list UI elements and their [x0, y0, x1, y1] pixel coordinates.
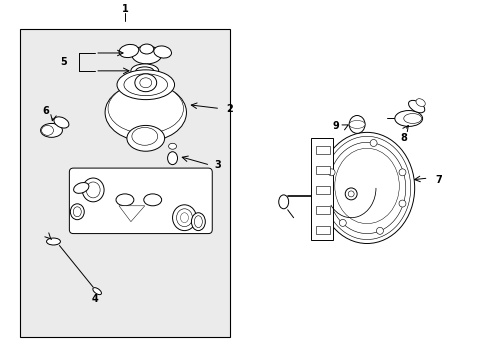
Ellipse shape	[319, 132, 414, 243]
Bar	[316, 226, 330, 234]
Ellipse shape	[323, 136, 410, 239]
Ellipse shape	[415, 99, 425, 107]
Ellipse shape	[347, 191, 353, 197]
Ellipse shape	[86, 182, 100, 198]
Ellipse shape	[407, 100, 424, 113]
Ellipse shape	[132, 127, 157, 145]
Ellipse shape	[54, 117, 69, 128]
Ellipse shape	[46, 238, 61, 245]
Ellipse shape	[140, 44, 153, 54]
Ellipse shape	[93, 288, 101, 294]
Ellipse shape	[123, 74, 167, 96]
Text: 6: 6	[42, 105, 49, 116]
Ellipse shape	[73, 207, 81, 217]
Ellipse shape	[176, 209, 192, 227]
Bar	[316, 186, 330, 194]
Ellipse shape	[143, 194, 162, 206]
Ellipse shape	[136, 67, 153, 75]
Text: 8: 8	[400, 133, 407, 143]
Ellipse shape	[194, 216, 202, 228]
Text: 3: 3	[214, 160, 221, 170]
Ellipse shape	[117, 70, 174, 100]
Bar	[316, 146, 330, 154]
Ellipse shape	[394, 111, 422, 126]
Text: 7: 7	[434, 175, 441, 185]
Bar	[20, 29, 230, 337]
Circle shape	[398, 200, 405, 207]
Circle shape	[376, 228, 383, 234]
Text: 5: 5	[60, 57, 67, 67]
Ellipse shape	[132, 46, 162, 64]
Ellipse shape	[327, 142, 405, 234]
Polygon shape	[119, 206, 144, 222]
Ellipse shape	[168, 143, 176, 149]
Bar	[311, 138, 333, 239]
Ellipse shape	[105, 84, 186, 141]
Ellipse shape	[140, 78, 151, 88]
Ellipse shape	[131, 64, 158, 78]
FancyBboxPatch shape	[69, 168, 212, 234]
Ellipse shape	[278, 195, 288, 209]
Ellipse shape	[116, 194, 134, 206]
Ellipse shape	[108, 84, 183, 133]
Circle shape	[398, 169, 405, 176]
Ellipse shape	[119, 44, 139, 58]
Ellipse shape	[334, 148, 399, 224]
Ellipse shape	[41, 125, 53, 135]
Ellipse shape	[348, 121, 365, 129]
Ellipse shape	[41, 123, 62, 137]
Ellipse shape	[153, 46, 171, 58]
Ellipse shape	[180, 213, 188, 223]
Text: 9: 9	[332, 121, 339, 131]
Ellipse shape	[135, 74, 156, 92]
Ellipse shape	[172, 205, 196, 231]
Ellipse shape	[82, 178, 104, 202]
Ellipse shape	[345, 188, 356, 200]
Text: 2: 2	[226, 104, 233, 113]
Bar	[316, 166, 330, 174]
Ellipse shape	[348, 116, 365, 133]
Ellipse shape	[403, 113, 421, 123]
Circle shape	[327, 169, 334, 176]
Ellipse shape	[70, 204, 84, 220]
Text: 1: 1	[122, 4, 128, 14]
Bar	[316, 206, 330, 214]
Ellipse shape	[74, 183, 89, 193]
Circle shape	[369, 140, 376, 147]
Ellipse shape	[191, 213, 205, 231]
Ellipse shape	[167, 152, 177, 165]
Text: 4: 4	[92, 294, 99, 304]
Ellipse shape	[127, 125, 164, 151]
Circle shape	[339, 220, 346, 226]
